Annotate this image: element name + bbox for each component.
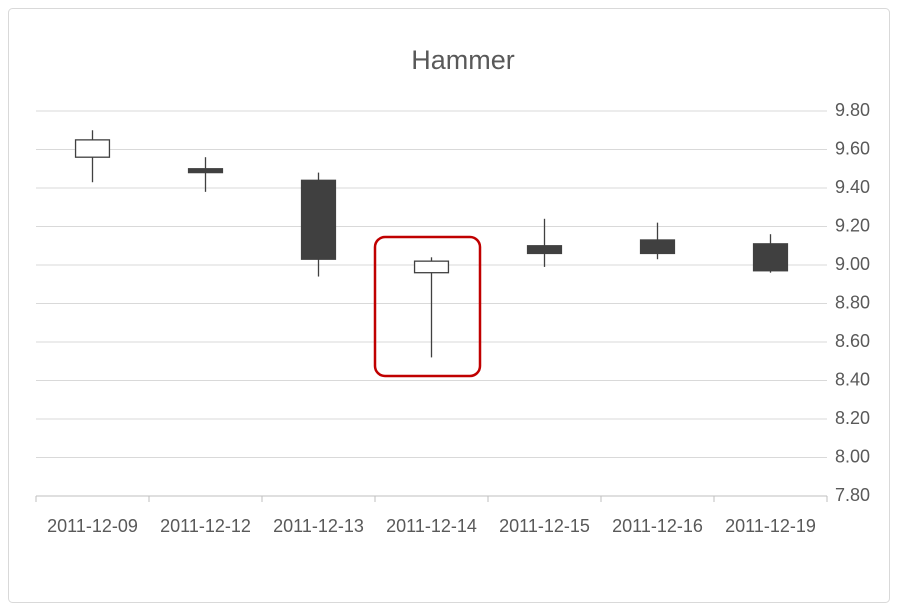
candle-body	[526, 245, 563, 255]
highlight-box	[373, 235, 482, 378]
y-tick-label: 9.80	[835, 100, 870, 120]
y-tick-label: 8.20	[835, 408, 870, 428]
x-tick-label: 2011-12-15	[499, 516, 590, 536]
y-tick-label: 9.20	[835, 215, 870, 235]
x-tick-label: 2011-12-09	[47, 516, 138, 536]
y-tick-label: 9.00	[835, 254, 870, 274]
chart-title: Hammer	[411, 45, 515, 75]
x-tick-label: 2011-12-14	[386, 516, 477, 536]
candle-body	[74, 139, 111, 158]
x-tick-label: 2011-12-16	[612, 516, 703, 536]
candle-body	[413, 260, 450, 274]
y-tick-label: 8.80	[835, 292, 870, 312]
x-tick-label: 2011-12-19	[725, 516, 816, 536]
y-tick-label: 9.60	[835, 138, 870, 158]
candle-body	[639, 239, 676, 255]
chart-frame	[8, 8, 890, 603]
y-tick-label: 8.60	[835, 331, 870, 351]
candle-body	[752, 243, 789, 272]
x-tick-label: 2011-12-12	[160, 516, 251, 536]
x-tick-label: 2011-12-13	[273, 516, 364, 536]
candle-body	[300, 179, 337, 260]
y-tick-label: 7.80	[835, 485, 870, 505]
y-tick-label: 8.40	[835, 369, 870, 389]
y-tick-label: 9.40	[835, 177, 870, 197]
candle-body	[187, 168, 224, 174]
y-tick-label: 8.00	[835, 446, 870, 466]
plot-area: 7.80 8.00 8.20 8.40 8.60 8.80 9.00 9.20 9.40 9.60…	[35, 100, 870, 536]
